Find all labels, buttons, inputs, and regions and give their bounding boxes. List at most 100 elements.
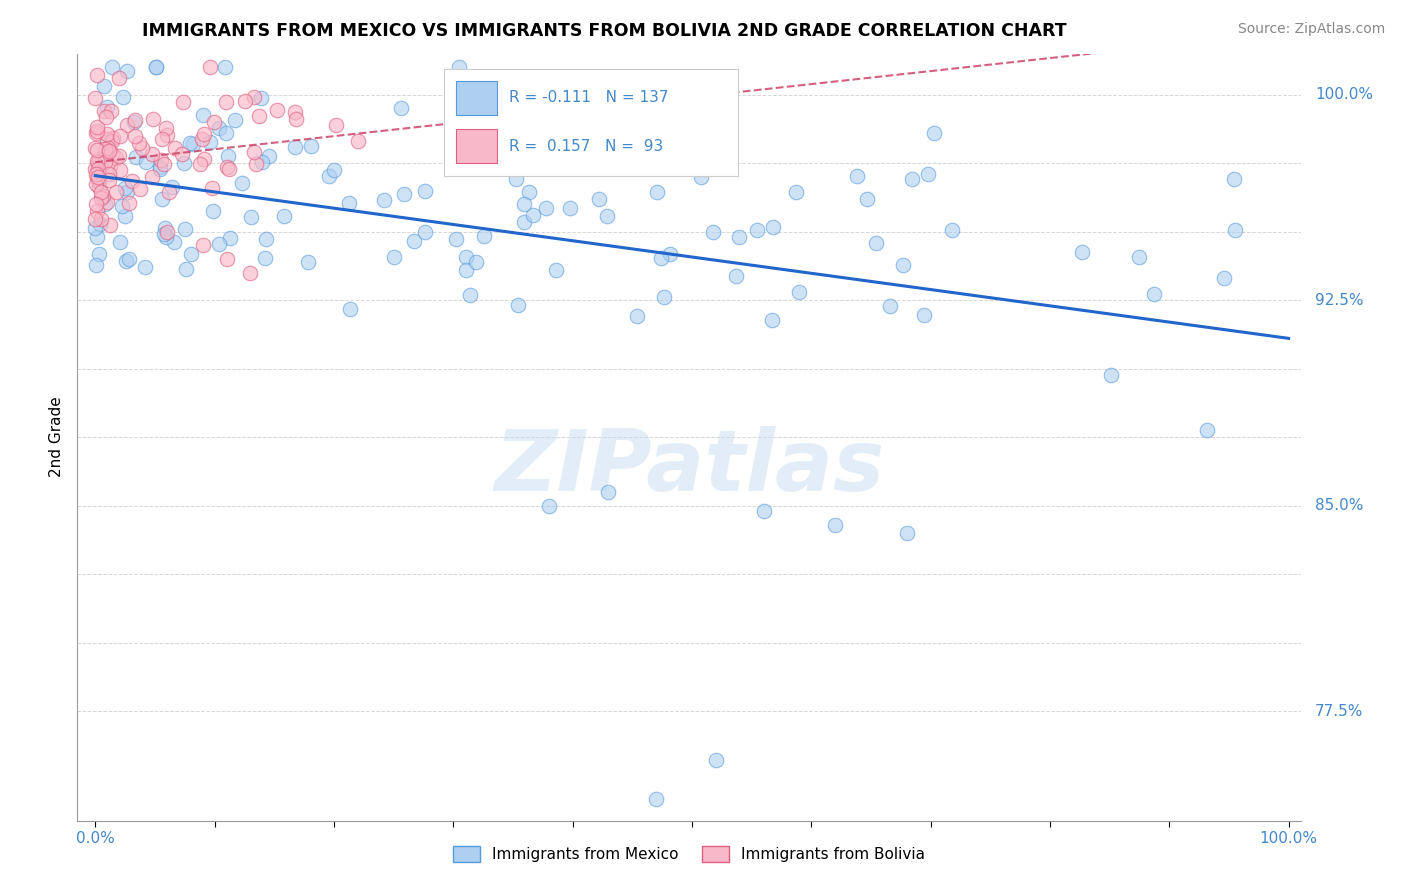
Point bbox=[135, 155, 157, 169]
Point bbox=[645, 185, 668, 199]
Point bbox=[544, 263, 567, 277]
Point bbox=[89, 247, 111, 261]
Point bbox=[94, 197, 117, 211]
Point bbox=[86, 170, 108, 185]
Point bbox=[141, 147, 163, 161]
Point bbox=[160, 179, 183, 194]
Point bbox=[155, 230, 177, 244]
Point bbox=[118, 196, 141, 211]
Point bbox=[690, 170, 713, 185]
Point bbox=[392, 187, 415, 202]
Point bbox=[108, 71, 131, 86]
Point bbox=[98, 167, 121, 181]
Point bbox=[90, 157, 112, 171]
Point bbox=[824, 517, 846, 532]
Point bbox=[84, 258, 107, 272]
Point bbox=[98, 144, 121, 158]
Point bbox=[650, 251, 672, 265]
Point bbox=[297, 255, 319, 269]
Point bbox=[254, 232, 277, 246]
Point bbox=[254, 251, 277, 265]
Point bbox=[472, 229, 495, 244]
Point bbox=[1099, 368, 1122, 383]
Point bbox=[96, 134, 118, 148]
Point bbox=[1143, 287, 1166, 301]
Point bbox=[284, 104, 307, 119]
Point bbox=[104, 185, 127, 199]
Point bbox=[89, 180, 111, 194]
Point bbox=[174, 262, 197, 277]
Point bbox=[447, 60, 470, 74]
Text: 85.0%: 85.0% bbox=[1315, 498, 1364, 513]
Y-axis label: 2nd Grade: 2nd Grade bbox=[49, 397, 65, 477]
Point bbox=[84, 167, 107, 181]
Point bbox=[202, 204, 225, 219]
Point bbox=[217, 160, 239, 174]
Point bbox=[86, 68, 108, 82]
Point bbox=[98, 159, 121, 173]
Point bbox=[103, 131, 125, 145]
Point bbox=[681, 128, 703, 143]
Point bbox=[190, 132, 212, 146]
Point bbox=[575, 158, 598, 172]
Point bbox=[249, 91, 271, 105]
Point bbox=[207, 237, 229, 252]
Point bbox=[148, 160, 170, 174]
Point bbox=[247, 109, 270, 123]
Point bbox=[96, 100, 118, 114]
Point bbox=[917, 167, 939, 181]
Point bbox=[86, 155, 108, 169]
Point bbox=[558, 201, 581, 215]
Point bbox=[508, 298, 530, 312]
Point bbox=[240, 211, 263, 225]
Point bbox=[900, 172, 922, 186]
Point bbox=[87, 175, 110, 189]
Point bbox=[115, 118, 138, 132]
Point bbox=[217, 149, 239, 163]
Point bbox=[172, 95, 194, 109]
Point bbox=[181, 137, 204, 152]
Point bbox=[787, 285, 810, 299]
Point bbox=[84, 177, 107, 191]
Point bbox=[214, 60, 236, 74]
Point bbox=[90, 185, 112, 199]
Point bbox=[96, 111, 118, 125]
Point bbox=[339, 301, 361, 316]
Point bbox=[86, 143, 108, 157]
Point bbox=[512, 196, 534, 211]
Point bbox=[537, 499, 560, 513]
Point bbox=[626, 309, 648, 323]
Point bbox=[891, 258, 914, 272]
Point bbox=[458, 288, 481, 302]
Point bbox=[86, 204, 108, 219]
Point bbox=[215, 127, 238, 141]
Point bbox=[101, 60, 124, 74]
Point bbox=[486, 108, 509, 122]
Point bbox=[865, 235, 887, 250]
Point bbox=[215, 252, 238, 266]
Point bbox=[413, 225, 436, 239]
Point bbox=[87, 167, 110, 181]
Point bbox=[173, 222, 195, 236]
Point bbox=[454, 251, 477, 265]
Point bbox=[170, 146, 193, 161]
Point bbox=[131, 141, 153, 155]
Point bbox=[658, 247, 681, 261]
Point bbox=[118, 252, 141, 267]
Point bbox=[179, 136, 201, 151]
Point bbox=[218, 230, 240, 244]
Point bbox=[446, 232, 468, 246]
Point bbox=[266, 103, 288, 117]
Point bbox=[727, 230, 749, 244]
Point bbox=[87, 170, 110, 185]
Point bbox=[318, 169, 340, 184]
Point bbox=[134, 260, 156, 274]
Point bbox=[598, 484, 620, 499]
Point bbox=[87, 152, 110, 166]
Point bbox=[846, 169, 869, 184]
Point bbox=[98, 173, 121, 187]
Point bbox=[202, 115, 225, 129]
Text: Source: ZipAtlas.com: Source: ZipAtlas.com bbox=[1237, 22, 1385, 37]
Point bbox=[201, 181, 224, 195]
Point bbox=[752, 504, 775, 518]
